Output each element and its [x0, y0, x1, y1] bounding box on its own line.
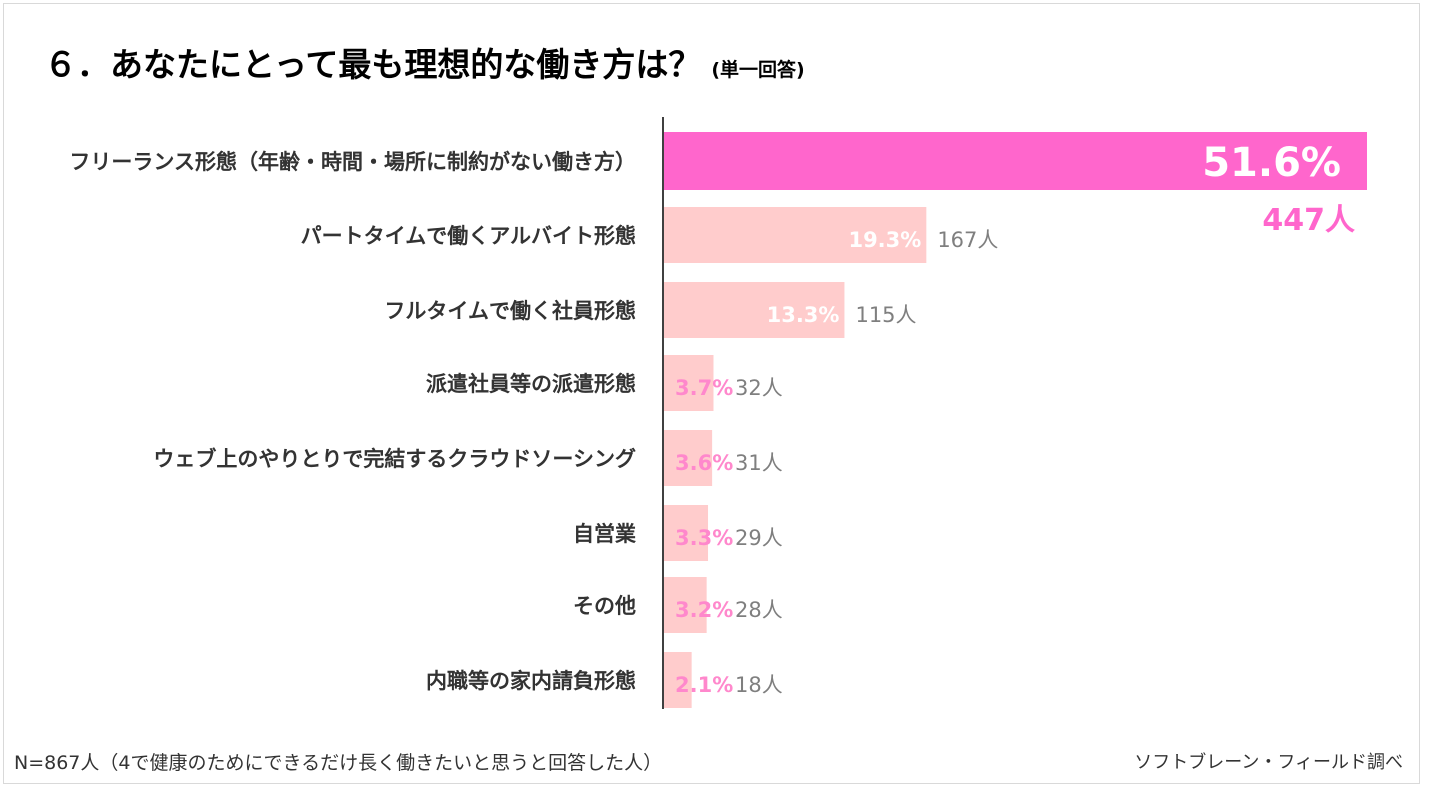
- count-label-6: 28人: [735, 598, 783, 622]
- bar-0: [663, 132, 1367, 190]
- bar-3: [663, 355, 714, 411]
- bar-4: [663, 430, 713, 486]
- category-label-6: その他: [573, 594, 636, 618]
- value-label-5: 3.3%: [675, 526, 733, 550]
- count-label-3: 32人: [735, 376, 783, 400]
- count-label-1: 167人: [937, 228, 998, 252]
- category-label-4: ウェブ上のやりとりで完結するクラウドソーシング: [153, 447, 636, 471]
- category-label-0: フリーランス形態（年齢・時間・場所に制約がない働き方）: [69, 150, 636, 174]
- bar-5: [663, 505, 709, 561]
- bar-7: [663, 652, 692, 708]
- value-label-1: 19.3%: [848, 228, 921, 252]
- chart-frame: [3, 3, 1420, 784]
- count-label-4: 31人: [735, 451, 783, 475]
- value-label-0: 51.6%: [1202, 140, 1341, 186]
- chart-title-main: ６．あなたにとって最も理想的な働き方は？: [44, 45, 702, 84]
- category-label-3: 派遣社員等の派遣形態: [426, 372, 636, 396]
- value-label-6: 3.2%: [675, 598, 733, 622]
- value-label-4: 3.6%: [675, 451, 733, 475]
- count-label-0: 447人: [1262, 203, 1355, 238]
- category-label-5: 自営業: [573, 522, 637, 546]
- count-label-7: 18人: [735, 673, 783, 697]
- category-label-2: フルタイムで働く社員形態: [384, 299, 636, 323]
- survey-source: ソフトブレーン・フィールド調べ: [1134, 752, 1403, 773]
- chart-title: ６．あなたにとって最も理想的な働き方は？ (単一回答): [44, 38, 805, 86]
- count-label-2: 115人: [855, 303, 916, 327]
- bar-6: [663, 577, 707, 633]
- category-label-7: 内職等の家内請負形態: [426, 669, 636, 693]
- count-label-5: 29人: [735, 526, 783, 550]
- value-label-7: 2.1%: [675, 673, 733, 697]
- value-label-3: 3.7%: [675, 376, 733, 400]
- value-label-2: 13.3%: [767, 303, 840, 327]
- category-label-1: パートタイムで働くアルバイト形態: [301, 224, 636, 248]
- bar-2: [663, 282, 845, 338]
- chart-title-sub: (単一回答): [711, 59, 805, 81]
- bar-chart: フリーランス形態（年齢・時間・場所に制約がない働き方） 51.6% 447人パートタ…: [69, 117, 1367, 709]
- sample-size-note: N=867人（4で健康のためにできるだけ長く働きたいと思うと回答した人）: [14, 752, 663, 774]
- bar-1: [663, 207, 927, 263]
